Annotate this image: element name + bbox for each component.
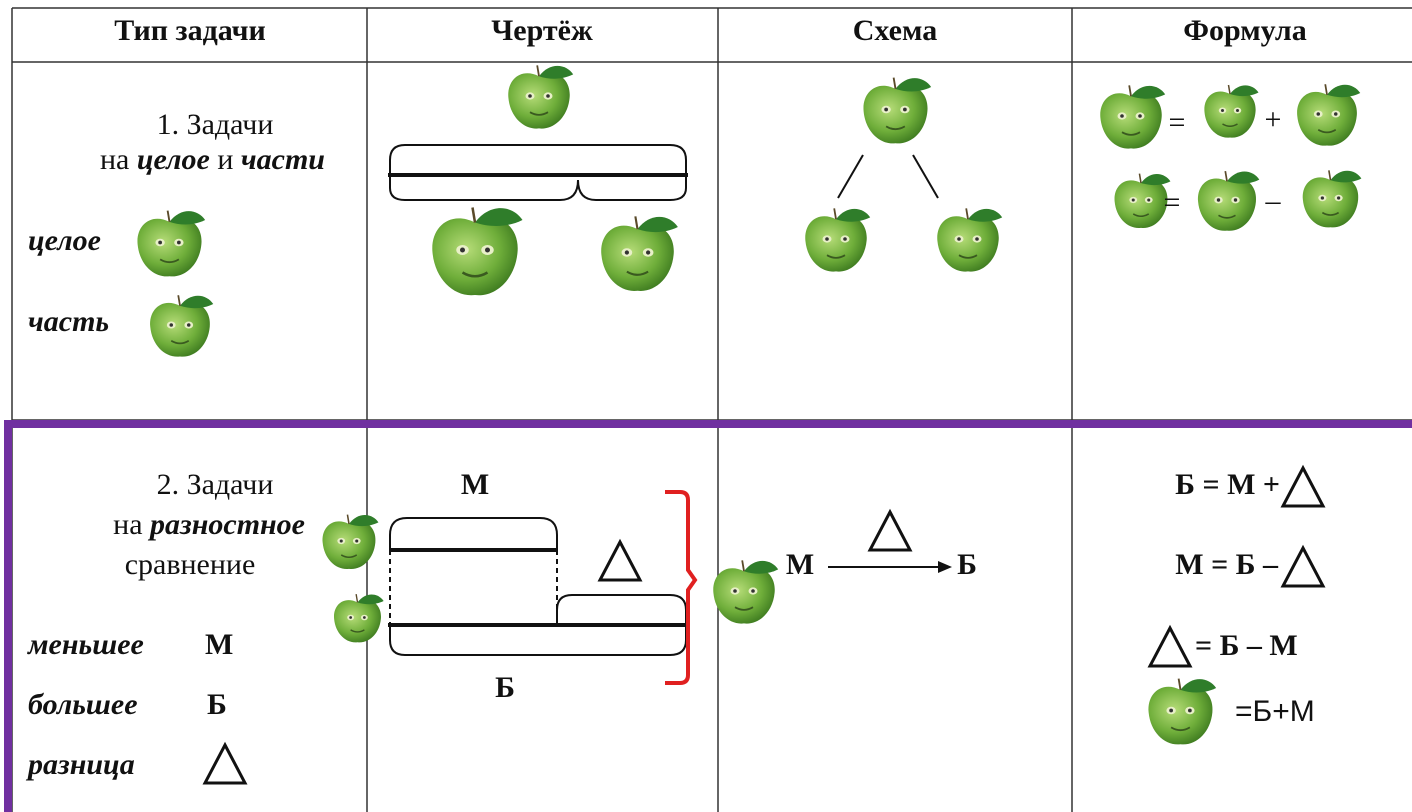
header-cell: Схема [853,14,937,47]
task-type: на целое и части [100,143,325,176]
formula: =Б+М [1235,695,1315,728]
scheme-line [912,154,939,199]
header-cell: Тип задачи [114,14,266,47]
legend-label: разница [25,748,135,781]
text: на [100,143,129,176]
formula-sign: – [1265,184,1282,217]
scheme-line [837,154,864,199]
task-type: 2. Задачи [157,468,274,501]
triangle-icon [1280,544,1326,588]
text: на [113,508,142,541]
bracket [389,144,687,175]
scheme-label: Б [957,548,977,581]
triangle-icon [202,741,248,785]
segment-label: М [461,468,489,501]
segment-label: Б [495,671,515,704]
difference-drawing [388,517,688,656]
task-type: сравнение [125,548,256,581]
text: разностное [147,508,305,541]
bracket [389,175,687,201]
text: части [241,143,325,176]
legend-symbol: Б [207,688,227,721]
bracket [556,594,687,625]
scheme-label: М [786,548,814,581]
text: целое [137,143,210,176]
triangle-icon [867,508,913,552]
triangle-icon [1280,464,1326,508]
triangle-icon [1147,624,1193,668]
text: и [217,143,233,176]
formula: Б = М + [1175,468,1280,501]
task-type: 1. Задачи [157,108,274,141]
formula: М = Б – [1175,548,1279,581]
formula-sign: = [1164,186,1181,219]
formula-sign: + [1265,103,1282,136]
whole-parts-drawing [388,144,688,201]
legend-symbol: М [205,628,233,661]
formula-sign: = [1169,106,1186,139]
triangle-icon [597,538,643,582]
red-bracket [665,490,698,685]
legend-label: большее [28,688,138,721]
header-cell: Чертёж [491,14,593,47]
legend-label: меньшее [26,628,144,661]
legend-label: целое [28,224,101,257]
task-type: на разностное [113,508,305,541]
highlight-frame [4,420,1412,812]
formula: = Б – М [1195,629,1298,662]
header-cell: Формула [1183,14,1307,47]
bracket [389,517,558,550]
legend-label: часть [28,305,109,338]
bracket [389,625,687,656]
arrow-head [938,561,952,573]
